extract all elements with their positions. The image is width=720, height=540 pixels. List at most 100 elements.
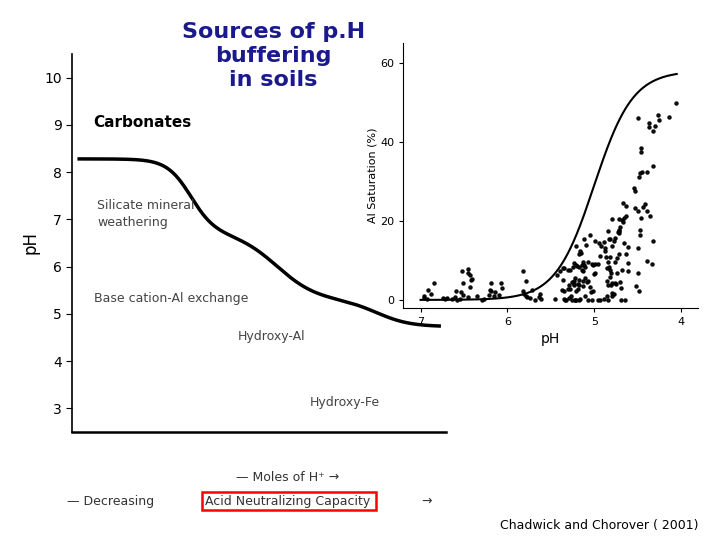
Point: [418, 294, 430, 302]
Point: [603, 280, 614, 289]
Point: [582, 295, 594, 304]
Point: [634, 169, 645, 178]
Point: [613, 229, 625, 238]
Point: [588, 270, 599, 279]
Point: [574, 246, 585, 255]
Point: [629, 204, 640, 212]
Text: Carbonates: Carbonates: [94, 115, 192, 130]
Point: [563, 281, 575, 290]
Point: [630, 282, 642, 291]
Point: [484, 286, 495, 294]
Point: [558, 286, 570, 295]
Point: [570, 242, 582, 251]
Point: [621, 249, 632, 258]
Point: [611, 280, 622, 289]
Point: [565, 292, 577, 300]
Point: [564, 293, 575, 302]
Point: [557, 264, 569, 272]
Point: [534, 290, 546, 299]
Point: [614, 278, 626, 287]
Point: [572, 261, 583, 270]
Point: [605, 269, 616, 278]
Point: [652, 111, 664, 119]
Point: [606, 281, 617, 289]
Point: [483, 291, 495, 299]
Point: [613, 228, 624, 237]
Point: [616, 266, 628, 274]
Point: [613, 227, 624, 235]
Point: [619, 295, 631, 304]
Point: [497, 284, 508, 292]
Point: [616, 295, 627, 304]
Point: [593, 260, 604, 268]
Point: [637, 203, 649, 212]
Point: [623, 259, 634, 267]
Point: [554, 267, 566, 275]
Point: [633, 207, 644, 215]
Point: [609, 279, 621, 288]
Point: [573, 262, 585, 271]
Point: [595, 242, 607, 251]
Point: [517, 267, 528, 276]
Point: [611, 268, 623, 277]
Point: [557, 276, 568, 285]
Point: [573, 295, 585, 304]
Point: [570, 274, 581, 283]
Point: [494, 291, 505, 299]
Point: [559, 295, 571, 304]
Point: [653, 116, 665, 124]
Text: Base cation-Al exchange: Base cation-Al exchange: [94, 292, 248, 305]
Point: [622, 267, 634, 275]
Point: [577, 277, 589, 286]
Point: [574, 295, 585, 303]
Point: [594, 295, 606, 304]
Point: [419, 292, 431, 301]
Point: [455, 288, 467, 296]
Point: [580, 263, 591, 272]
Point: [421, 295, 433, 303]
Point: [620, 202, 631, 211]
Point: [632, 114, 644, 123]
Point: [569, 258, 580, 267]
Point: [564, 285, 576, 293]
Point: [462, 293, 474, 301]
Point: [585, 287, 597, 296]
Point: [589, 237, 600, 245]
Point: [570, 295, 581, 304]
Point: [478, 295, 490, 303]
Point: [632, 244, 644, 252]
Point: [602, 227, 613, 235]
Point: [457, 279, 469, 288]
Point: [588, 261, 599, 269]
Point: [535, 295, 546, 303]
Point: [610, 234, 621, 242]
Point: [588, 287, 599, 295]
Point: [613, 214, 624, 223]
Point: [598, 295, 610, 304]
Point: [580, 273, 591, 282]
Point: [569, 280, 580, 288]
Point: [577, 282, 588, 291]
Point: [488, 291, 500, 300]
Y-axis label: Al Saturation (%): Al Saturation (%): [367, 128, 377, 223]
Point: [618, 214, 629, 222]
Point: [600, 253, 611, 261]
Point: [608, 237, 619, 245]
Point: [584, 282, 595, 291]
Point: [634, 231, 645, 239]
Point: [647, 237, 658, 245]
Point: [608, 289, 620, 298]
Point: [585, 231, 596, 239]
Point: [454, 295, 466, 303]
Point: [589, 260, 600, 268]
Point: [649, 122, 661, 131]
Point: [518, 290, 530, 299]
Point: [570, 295, 581, 304]
Point: [609, 258, 621, 266]
Point: [602, 295, 613, 304]
Point: [441, 293, 453, 302]
Point: [451, 287, 462, 296]
Point: [639, 200, 650, 208]
Point: [613, 225, 625, 234]
Point: [486, 279, 498, 288]
